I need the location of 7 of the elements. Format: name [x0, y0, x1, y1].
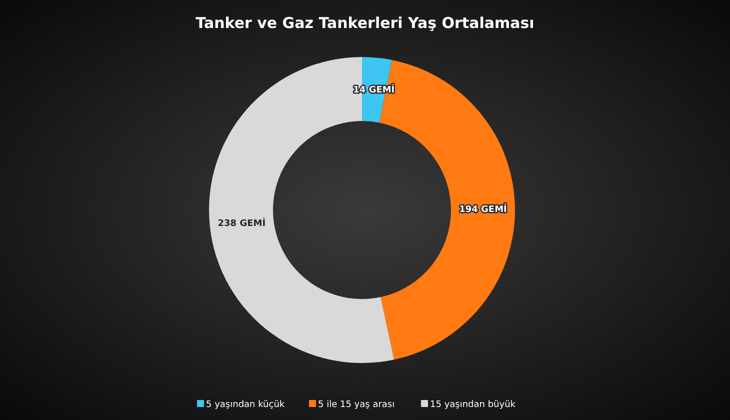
- donut-slice: [209, 57, 394, 363]
- chart-title: Tanker ve Gaz Tankerleri Yaş Ortalaması: [196, 14, 534, 32]
- legend-label: 5 ile 15 yaş arası: [318, 400, 395, 410]
- data-label: 194 GEMİ: [459, 203, 507, 216]
- legend-label: 5 yaşından küçük: [206, 400, 286, 410]
- data-label: 238 GEMİ: [218, 216, 266, 229]
- legend-label: 15 yaşından büyük: [430, 400, 516, 410]
